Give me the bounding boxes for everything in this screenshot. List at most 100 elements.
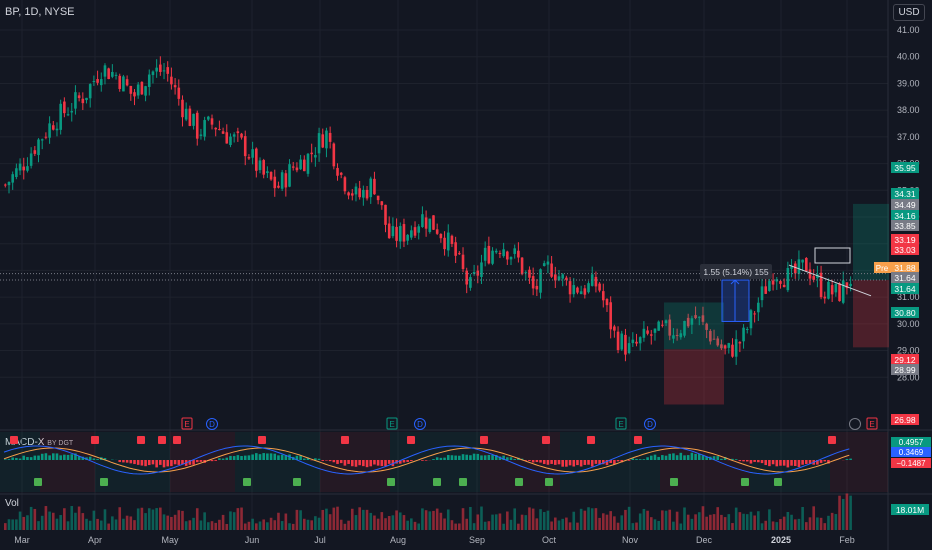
candle-body bbox=[413, 227, 417, 236]
volume-bar bbox=[653, 519, 657, 530]
candle-body bbox=[210, 118, 214, 125]
candle-body bbox=[432, 215, 435, 230]
macd-hist-bar bbox=[764, 460, 768, 466]
macd-buy-marker bbox=[433, 478, 441, 486]
candle-body bbox=[709, 330, 712, 342]
macd-hist-bar bbox=[151, 460, 155, 465]
price-label: 30.80 bbox=[894, 308, 916, 318]
macd-hist-bar bbox=[568, 460, 572, 466]
candle-body bbox=[679, 333, 683, 338]
volume-bar bbox=[133, 520, 136, 530]
event-letter: E bbox=[869, 420, 874, 429]
candle-body bbox=[768, 281, 771, 292]
macd-hist-bar bbox=[443, 457, 446, 460]
y-tick-label: 30.00 bbox=[897, 319, 920, 329]
volume-bar bbox=[350, 508, 354, 530]
macd-label: 0.3469 bbox=[899, 448, 924, 457]
candle-body bbox=[147, 74, 151, 87]
volume-bar bbox=[306, 519, 310, 530]
macd-label-bg bbox=[891, 458, 931, 468]
candle-body bbox=[59, 103, 62, 130]
macd-hist-bar bbox=[579, 460, 583, 467]
macd-hist-bar bbox=[77, 456, 81, 460]
macd-buy-marker bbox=[293, 478, 301, 486]
x-tick-label: Jul bbox=[314, 535, 326, 545]
volume-bar bbox=[517, 523, 520, 530]
macd-hist-bar bbox=[432, 459, 435, 460]
candle-body bbox=[712, 338, 716, 340]
candle-body bbox=[557, 276, 561, 281]
volume-bar bbox=[92, 510, 96, 530]
volume-bar bbox=[114, 519, 118, 530]
volume-bar bbox=[587, 507, 590, 530]
price-label-bg bbox=[891, 262, 919, 273]
candle-body bbox=[92, 81, 96, 83]
macd-hist-bar bbox=[642, 459, 646, 460]
macd-hist-bar bbox=[605, 460, 609, 466]
volume-bar bbox=[243, 523, 247, 530]
macd-label-bg bbox=[891, 437, 931, 447]
volume-bar bbox=[583, 510, 587, 530]
macd-hist-bar bbox=[162, 460, 166, 468]
volume-bar bbox=[284, 513, 288, 530]
candle-body bbox=[834, 283, 838, 293]
x-tick-label: Nov bbox=[622, 535, 639, 545]
volume-bar bbox=[343, 523, 347, 530]
volume-bar bbox=[469, 506, 472, 530]
candle-body bbox=[572, 285, 576, 295]
volume-bar bbox=[498, 513, 502, 530]
candle-body bbox=[613, 326, 616, 331]
macd-hist-bar bbox=[380, 460, 384, 467]
volume-bar bbox=[317, 517, 321, 530]
candle-body bbox=[391, 226, 395, 237]
macd-hist-bar bbox=[771, 460, 775, 465]
candle-body bbox=[624, 334, 627, 355]
candle-body bbox=[266, 171, 269, 174]
candle-body bbox=[421, 214, 424, 227]
volume-bar bbox=[841, 498, 845, 530]
candle-body bbox=[195, 112, 199, 139]
volume-bar bbox=[48, 511, 51, 530]
volume-bar bbox=[465, 518, 469, 530]
volume-bar bbox=[605, 514, 609, 530]
volume-bar bbox=[74, 512, 77, 530]
volume-bar bbox=[240, 507, 243, 530]
macd-hist-bar bbox=[402, 460, 406, 463]
volume-bar bbox=[734, 507, 738, 530]
currency-button[interactable]: USD bbox=[893, 4, 925, 21]
macd-sell-marker bbox=[542, 436, 550, 444]
candle-body bbox=[786, 267, 790, 291]
candle-body bbox=[162, 70, 166, 72]
volume-bar bbox=[63, 508, 66, 530]
macd-hist-bar bbox=[280, 454, 284, 460]
volume-bar bbox=[816, 517, 819, 530]
candle-body bbox=[594, 276, 598, 287]
candle-body bbox=[446, 232, 450, 251]
candle-body bbox=[81, 98, 85, 104]
candle-body bbox=[118, 75, 122, 89]
candle-body bbox=[723, 345, 727, 349]
volume-bar bbox=[266, 522, 269, 530]
volume-title: Vol bbox=[5, 498, 19, 509]
candle-body bbox=[653, 328, 657, 333]
macd-hist-bar bbox=[306, 457, 310, 460]
candle-body bbox=[277, 185, 280, 188]
candle-body bbox=[498, 253, 502, 255]
candle-body bbox=[819, 272, 823, 298]
candle-body bbox=[524, 272, 528, 274]
macd-hist-bar bbox=[350, 460, 354, 467]
drawing-rectangle bbox=[814, 247, 851, 264]
candle-body bbox=[133, 92, 136, 97]
macd-hist-bar bbox=[768, 460, 771, 467]
macd-hist-bar bbox=[192, 460, 195, 465]
volume-bar bbox=[805, 522, 808, 530]
price-label-bg bbox=[891, 364, 919, 375]
volume-bar bbox=[720, 514, 723, 530]
volume-bar bbox=[103, 509, 107, 530]
candle-body bbox=[517, 250, 520, 258]
candle-body bbox=[513, 248, 516, 254]
candle-body bbox=[310, 152, 313, 155]
price-label: 31.88 bbox=[894, 263, 916, 273]
volume-bar bbox=[520, 514, 524, 530]
